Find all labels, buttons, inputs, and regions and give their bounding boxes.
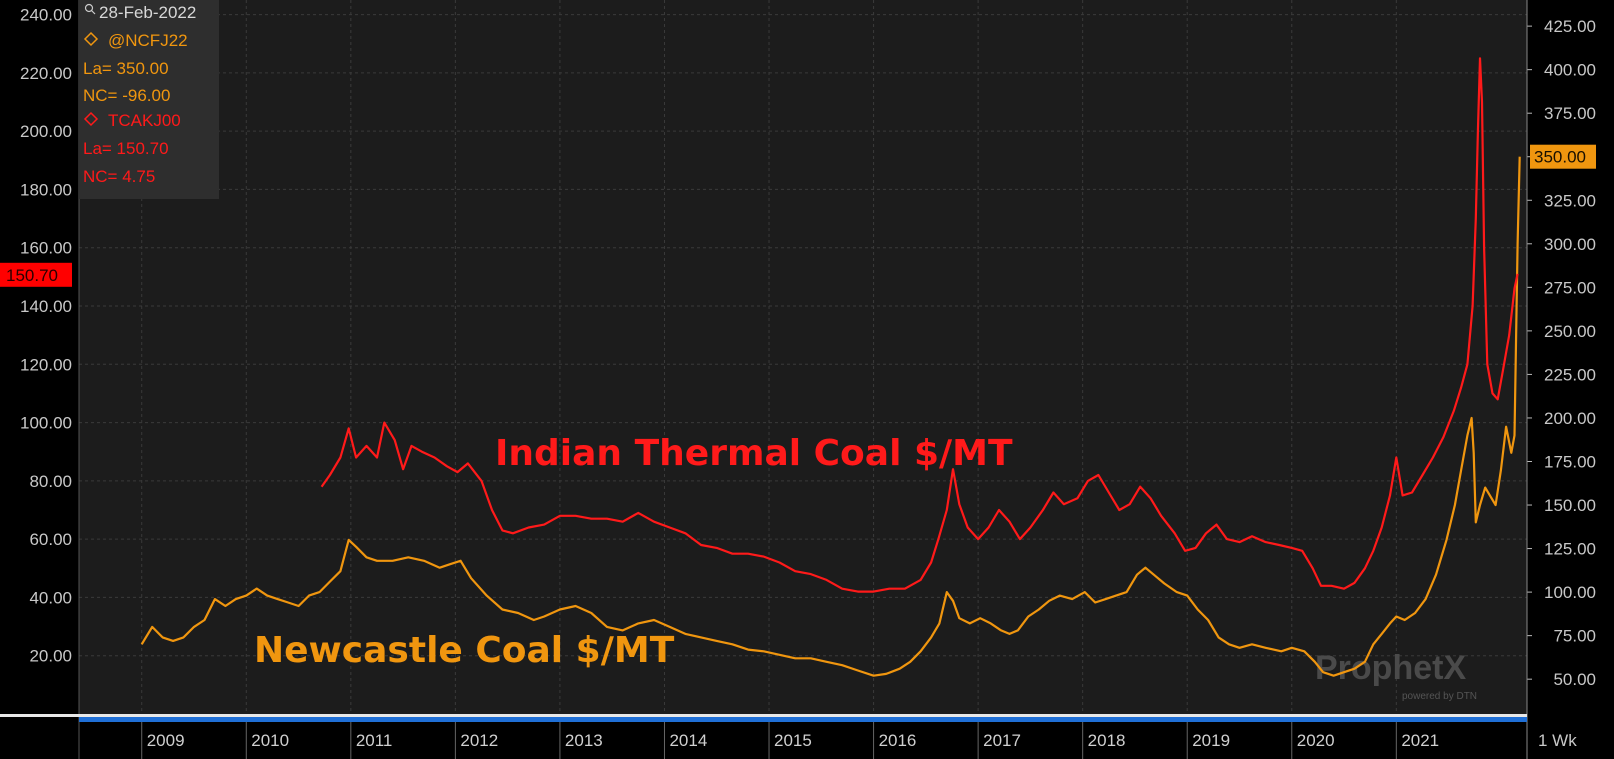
right-tick-label: 175.00 — [1544, 452, 1596, 471]
zoom-icon[interactable] — [84, 3, 96, 15]
indian-coal-line — [320, 57, 1519, 593]
grid-lines — [79, 0, 1527, 714]
watermark-tagline: powered by DTN — [1402, 691, 1477, 702]
series-layer — [140, 57, 1521, 677]
left-axis: 20.00 40.00 60.00 80.00 100.00 120.00 140.00 16… — [20, 6, 72, 666]
right-marker-value: 350.00 — [1534, 148, 1586, 167]
newcastle-coal-line — [140, 156, 1521, 677]
right-tick-label: 275.00 — [1544, 278, 1596, 297]
x-tick-label: 2017 — [983, 731, 1021, 750]
left-tick-label: 20.00 — [29, 647, 72, 666]
axis-separator — [0, 714, 1527, 717]
legend-background — [79, 0, 219, 199]
timeframe-label[interactable]: 1 Wk — [1538, 731, 1577, 750]
left-tick-label: 120.00 — [20, 355, 72, 374]
legend-series1-change: NC= -96.00 — [83, 86, 170, 105]
x-tick-label: 2013 — [565, 731, 603, 750]
x-axis: 2009 2010 2011 2012 2013 2014 2015 2016 2017 2018… — [78, 0, 1528, 759]
watermark-brand: ProphetX — [1315, 649, 1466, 687]
legend-series2-last: La= 150.70 — [83, 139, 169, 158]
left-tick-label: 240.00 — [20, 6, 72, 25]
right-tick-label: 100.00 — [1544, 583, 1596, 602]
left-tick-label: 180.00 — [20, 180, 72, 199]
diamond-icon — [83, 111, 99, 127]
x-tick-label: 2012 — [460, 731, 498, 750]
indian-coal-label: Indian Thermal Coal $/MT — [495, 433, 1013, 474]
left-tick-label: 220.00 — [20, 64, 72, 83]
plot-area[interactable] — [79, 0, 1527, 714]
legend-series2-change: NC= 4.75 — [83, 167, 155, 186]
right-tick-label: 75.00 — [1553, 627, 1596, 646]
right-tick-label: 125.00 — [1544, 540, 1596, 559]
x-tick-label: 2010 — [251, 731, 289, 750]
x-tick-label: 2019 — [1192, 731, 1230, 750]
legend-series2-symbol: TCAKJ00 — [108, 111, 181, 130]
legend-series1-symbol: @NCFJ22 — [108, 31, 188, 50]
right-tick-label: 425.00 — [1544, 17, 1596, 36]
left-tick-label: 40.00 — [29, 588, 72, 607]
right-tick-label: 50.00 — [1553, 670, 1596, 689]
right-tick-label: 325.00 — [1544, 191, 1596, 210]
legend-date: 28-Feb-2022 — [99, 3, 196, 22]
right-tick-label: 150.00 — [1544, 496, 1596, 515]
left-marker-value: 150.70 — [6, 266, 58, 285]
right-price-marker: 350.00 — [1530, 144, 1596, 169]
diamond-icon — [83, 31, 99, 47]
x-tick-label: 2011 — [356, 731, 393, 750]
right-tick-label: 250.00 — [1544, 322, 1596, 341]
left-tick-label: 200.00 — [20, 122, 72, 141]
legend-box: 28-Feb-2022 @NCFJ22 La= 350.00 NC= -96.0… — [79, 0, 219, 199]
x-tick-label: 2020 — [1297, 731, 1335, 750]
x-tick-label: 2015 — [774, 731, 812, 750]
x-tick-label: 2014 — [669, 731, 707, 750]
right-tick-label: 300.00 — [1544, 235, 1596, 254]
right-axis: 50.00 75.00 100.00 125.00 150.00 175.00 200.00… — [1527, 17, 1596, 689]
right-tick-label: 375.00 — [1544, 104, 1596, 123]
right-tick-label: 225.00 — [1544, 365, 1596, 384]
left-tick-label: 140.00 — [20, 297, 72, 316]
newcastle-coal-label: Newcastle Coal $/MT — [254, 630, 675, 671]
right-tick-label: 400.00 — [1544, 61, 1596, 80]
left-tick-label: 60.00 — [29, 530, 72, 549]
left-tick-label: 100.00 — [20, 414, 72, 433]
x-tick-label: 2018 — [1088, 731, 1126, 750]
scroll-strip[interactable] — [79, 717, 1527, 722]
prophetx-watermark: ProphetX powered by DTN — [1315, 649, 1477, 702]
x-tick-label: 2021 — [1401, 731, 1439, 750]
x-tick-label: 2009 — [147, 731, 185, 750]
legend-series1-last: La= 350.00 — [83, 59, 169, 78]
x-tick-label: 2016 — [879, 731, 917, 750]
left-tick-label: 80.00 — [29, 472, 72, 491]
left-tick-label: 160.00 — [20, 239, 72, 258]
left-price-marker: 150.70 — [0, 262, 72, 287]
right-tick-label: 200.00 — [1544, 409, 1596, 428]
